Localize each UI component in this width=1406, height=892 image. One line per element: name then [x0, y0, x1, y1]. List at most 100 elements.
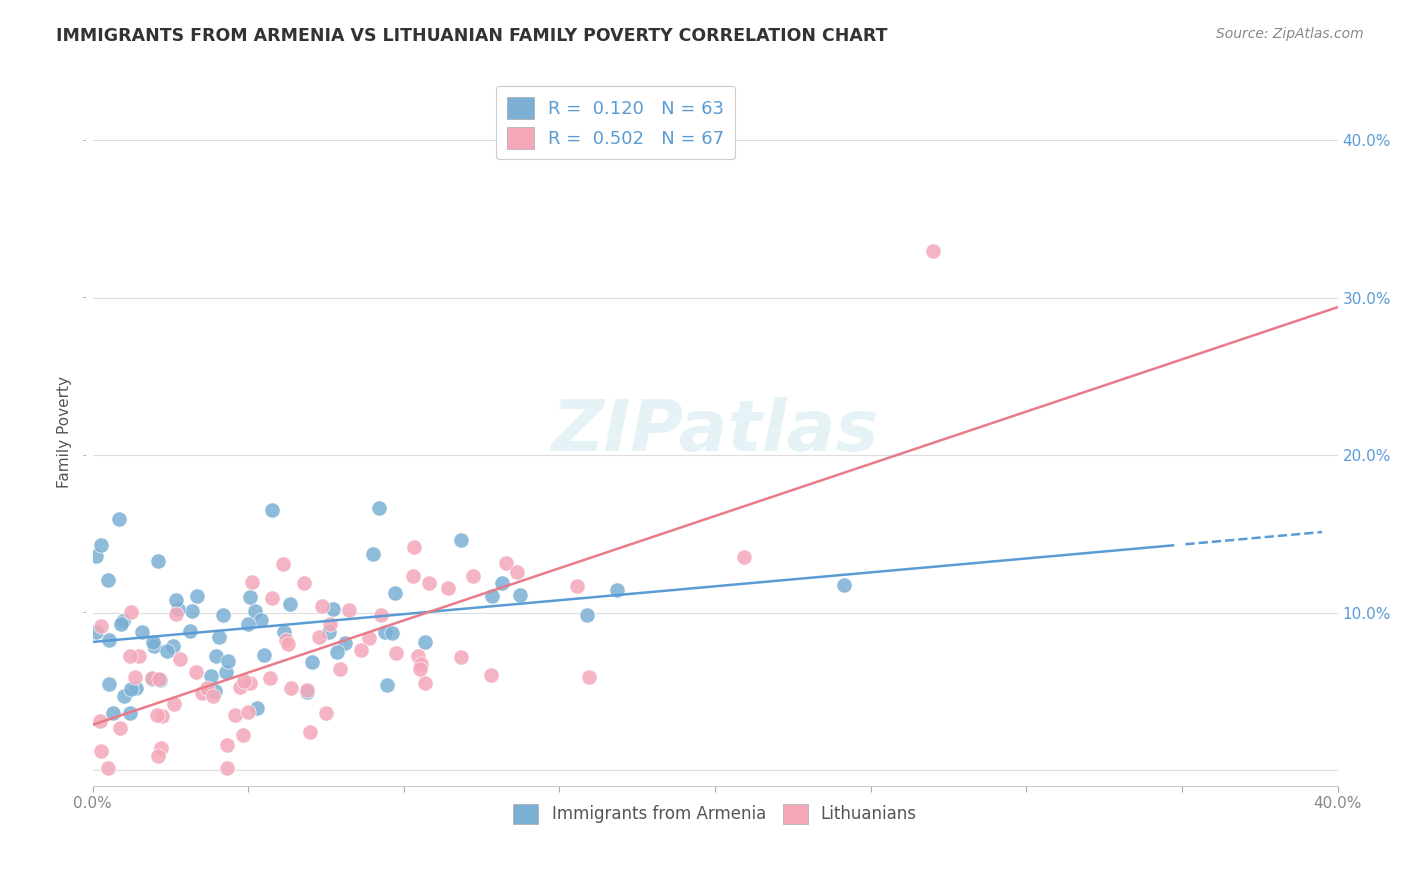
Immigrants from Armenia	[148, 554, 170, 568]
Lithuanians	[565, 579, 588, 593]
Lithuanians	[240, 575, 263, 590]
Lithuanians	[202, 690, 225, 704]
Lithuanians	[315, 706, 337, 720]
Immigrants from Armenia	[280, 597, 302, 611]
Immigrants from Armenia	[361, 547, 384, 561]
Lithuanians	[195, 681, 218, 695]
Lithuanians	[128, 648, 150, 663]
Lithuanians	[578, 671, 600, 685]
Lithuanians	[329, 662, 352, 676]
Lithuanians	[506, 566, 529, 580]
Immigrants from Armenia	[110, 617, 132, 632]
Immigrants from Armenia	[162, 640, 184, 654]
Lithuanians	[97, 762, 120, 776]
Lithuanians	[406, 648, 429, 663]
Lithuanians	[733, 550, 755, 565]
Lithuanians	[124, 670, 146, 684]
Immigrants from Armenia	[239, 591, 262, 605]
Lithuanians	[186, 665, 208, 679]
Immigrants from Armenia	[326, 644, 349, 658]
Lithuanians	[404, 540, 426, 554]
Immigrants from Armenia	[167, 602, 190, 616]
Lithuanians	[145, 708, 167, 723]
Lithuanians	[463, 569, 485, 583]
Immigrants from Armenia	[318, 624, 340, 639]
Immigrants from Armenia	[301, 655, 323, 669]
Immigrants from Armenia	[186, 589, 208, 603]
Lithuanians	[357, 632, 380, 646]
Text: ZIPatlas: ZIPatlas	[551, 397, 879, 467]
Lithuanians	[298, 724, 321, 739]
Immigrants from Armenia	[181, 604, 204, 618]
Immigrants from Armenia	[368, 500, 391, 515]
Lithuanians	[169, 651, 191, 665]
Immigrants from Armenia	[322, 602, 344, 616]
Lithuanians	[292, 575, 315, 590]
Lithuanians	[436, 581, 458, 595]
Lithuanians	[277, 637, 299, 651]
Immigrants from Armenia	[374, 625, 396, 640]
Lithuanians	[409, 662, 432, 676]
Lithuanians	[337, 602, 360, 616]
Immigrants from Armenia	[253, 648, 276, 662]
Lithuanians	[411, 657, 433, 671]
Lithuanians	[418, 575, 440, 590]
Immigrants from Armenia	[84, 549, 107, 564]
Immigrants from Armenia	[384, 586, 406, 600]
Lithuanians	[297, 683, 319, 698]
Lithuanians	[120, 606, 142, 620]
Lithuanians	[238, 705, 260, 719]
Immigrants from Armenia	[98, 676, 121, 690]
Immigrants from Armenia	[606, 582, 628, 597]
Immigrants from Armenia	[450, 533, 472, 548]
Y-axis label: Family Poverty: Family Poverty	[58, 376, 72, 488]
Lithuanians	[141, 672, 163, 686]
Lithuanians	[229, 681, 252, 695]
Lithuanians	[118, 648, 141, 663]
Lithuanians	[233, 673, 256, 688]
Lithuanians	[215, 739, 238, 753]
Immigrants from Armenia	[246, 701, 269, 715]
Lithuanians	[479, 667, 502, 681]
Immigrants from Armenia	[112, 614, 135, 628]
Lithuanians	[259, 671, 281, 685]
Immigrants from Armenia	[243, 604, 266, 618]
Immigrants from Armenia	[295, 685, 318, 699]
Immigrants from Armenia	[208, 630, 231, 644]
Immigrants from Armenia	[103, 706, 125, 721]
Lithuanians	[922, 244, 945, 258]
Lithuanians	[402, 569, 425, 583]
Immigrants from Armenia	[415, 635, 437, 649]
Immigrants from Armenia	[217, 654, 239, 668]
Lithuanians	[274, 633, 297, 648]
Immigrants from Armenia	[262, 503, 284, 517]
Immigrants from Armenia	[90, 538, 112, 552]
Text: Source: ZipAtlas.com: Source: ZipAtlas.com	[1216, 27, 1364, 41]
Lithuanians	[149, 740, 172, 755]
Lithuanians	[224, 707, 246, 722]
Lithuanians	[108, 722, 131, 736]
Lithuanians	[90, 744, 112, 758]
Lithuanians	[89, 714, 111, 729]
Immigrants from Armenia	[273, 624, 295, 639]
Lithuanians	[450, 649, 472, 664]
Lithuanians	[162, 697, 184, 711]
Immigrants from Armenia	[238, 617, 260, 632]
Immigrants from Armenia	[97, 573, 120, 587]
Lithuanians	[271, 557, 294, 571]
Lithuanians	[148, 672, 170, 686]
Immigrants from Armenia	[215, 665, 238, 679]
Immigrants from Armenia	[97, 632, 120, 647]
Immigrants from Armenia	[509, 588, 531, 602]
Immigrants from Armenia	[381, 625, 404, 640]
Immigrants from Armenia	[204, 648, 226, 663]
Lithuanians	[319, 616, 342, 631]
Lithuanians	[90, 618, 112, 632]
Lithuanians	[308, 630, 330, 644]
Lithuanians	[495, 556, 517, 570]
Immigrants from Armenia	[120, 681, 142, 696]
Immigrants from Armenia	[125, 681, 148, 695]
Immigrants from Armenia	[179, 624, 201, 638]
Lithuanians	[384, 646, 406, 660]
Lithuanians	[370, 608, 392, 623]
